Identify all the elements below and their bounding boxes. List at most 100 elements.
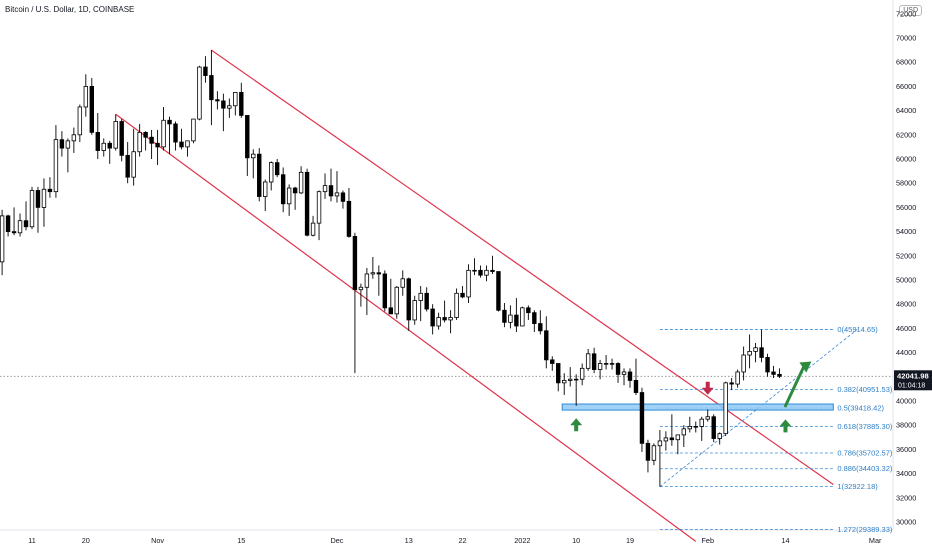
candle-body (245, 115, 250, 159)
candle-body (83, 86, 89, 108)
candle-body (209, 75, 214, 101)
candle-body (5, 215, 11, 232)
x-tick-label: 13 (405, 536, 413, 545)
candle-body (77, 106, 83, 136)
y-tick-label: 62000 (896, 130, 916, 139)
candle-body (310, 222, 316, 236)
x-tick-label: Mar (869, 536, 882, 545)
candle-body (400, 278, 405, 288)
fib-level-label: 0.886(34403.32) (837, 464, 893, 473)
candle-body (370, 272, 376, 275)
candle-body (573, 378, 579, 381)
x-tick-label: Nov (151, 536, 164, 545)
candle-body (394, 286, 399, 315)
candle-body (406, 278, 411, 321)
candle-body (227, 105, 232, 109)
candle-body (376, 272, 382, 275)
candle-body (340, 192, 346, 202)
trend-arrow-shaft (783, 365, 805, 408)
y-tick-label: 54000 (896, 227, 916, 236)
candle-body (328, 185, 334, 197)
candle-body (508, 314, 513, 323)
channel-lower-line (115, 113, 697, 542)
candle-body (257, 153, 262, 197)
candle-body (484, 269, 489, 276)
y-tick-label: 68000 (896, 58, 916, 67)
candle-body (263, 181, 268, 197)
candle-body (149, 136, 154, 144)
y-tick-label: 36000 (896, 445, 916, 454)
candle-body (663, 437, 669, 442)
x-tick-label: 14 (781, 536, 789, 545)
x-tick-label: 10 (572, 536, 580, 545)
candle-body (609, 363, 615, 365)
candle-body (723, 382, 728, 435)
candle-body (651, 445, 657, 461)
y-tick-label: 52000 (896, 251, 916, 260)
x-tick-label: 19 (626, 536, 634, 545)
candle-body (639, 392, 645, 444)
candle-body (568, 378, 573, 381)
y-tick-label: 40000 (896, 397, 916, 406)
fib-level-label: 0.618(37885.30) (837, 422, 893, 431)
candle-body (251, 153, 256, 159)
candle-body (203, 66, 208, 76)
candle-body (185, 140, 190, 148)
currency-button[interactable]: USD (899, 5, 922, 16)
candle-body (346, 200, 352, 237)
candle-body (615, 363, 621, 375)
candle-body (65, 140, 71, 149)
candle-body (544, 330, 549, 361)
channel-upper-line (211, 49, 834, 485)
fib-level-label: 0(45914.65) (837, 325, 878, 334)
candle-body (0, 215, 5, 263)
candle-body (59, 139, 65, 149)
candle-body (556, 363, 561, 384)
y-tick-label: 66000 (896, 82, 916, 91)
y-tick-label: 72000 (896, 9, 916, 18)
candle-body (699, 418, 704, 427)
candle-body (304, 171, 310, 236)
candle-body (579, 367, 585, 380)
candle-body (675, 434, 681, 441)
candle-body (591, 353, 597, 370)
candle-body (155, 142, 160, 148)
candle-body (101, 142, 106, 151)
candle-body (717, 433, 722, 439)
candle-body (436, 317, 441, 327)
candle-body (514, 314, 519, 327)
candle-body (526, 307, 531, 314)
y-tick-label: 44000 (896, 348, 916, 357)
candle-body (239, 92, 244, 116)
candle-body (233, 92, 238, 107)
candle-body (280, 174, 286, 205)
candle-body (352, 236, 358, 291)
y-tick-label: 56000 (896, 203, 916, 212)
trend-arrow-icon (799, 361, 812, 373)
candle-body (71, 134, 77, 142)
arrow-down-icon (701, 381, 714, 395)
y-tick-label: 32000 (896, 493, 916, 502)
x-tick-label: Feb (701, 536, 714, 545)
arrow-up-icon (570, 418, 583, 432)
candle-body (681, 428, 687, 436)
candle-body (412, 300, 417, 321)
candle-body (705, 416, 710, 420)
candle-body (298, 171, 304, 194)
candle-body (759, 347, 764, 358)
y-tick-label: 58000 (896, 179, 916, 188)
candle-body (418, 292, 423, 301)
candle-body (585, 353, 591, 369)
candle-body (621, 371, 627, 375)
candle-body (669, 437, 675, 441)
fib-level-label: 1(32922.18) (837, 482, 878, 491)
candle-body (430, 308, 435, 327)
candle-body (729, 382, 734, 385)
candle-body (197, 66, 202, 120)
candle-body (771, 371, 776, 375)
candle-body (215, 99, 220, 102)
candle-body (221, 100, 226, 109)
candle-body (741, 354, 746, 373)
candle-body (448, 317, 453, 321)
